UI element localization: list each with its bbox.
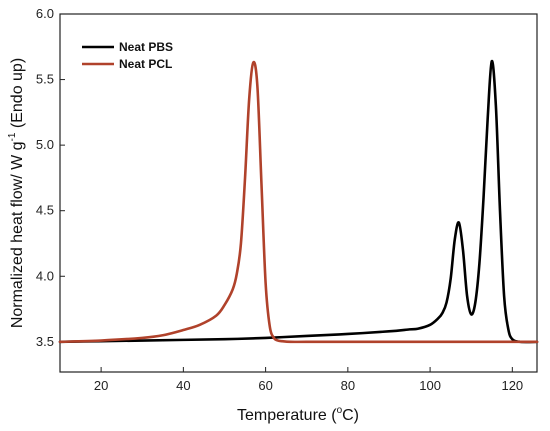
y-axis-ticks: 3.5 4.0 4.5 5.0 5.5 6.0 xyxy=(36,6,65,349)
legend: Neat PBS Neat PCL xyxy=(82,40,173,71)
y-axis-title: Normalized heat flow/ W g-1 (Endo up) xyxy=(7,58,26,328)
x-axis-title-main: Temperature ( xyxy=(237,407,337,424)
x-tick-label: 120 xyxy=(501,378,523,393)
y-tick-label: 3.5 xyxy=(36,334,54,349)
y-tick-label: 5.0 xyxy=(36,137,54,152)
y-axis-title-end: (Endo up) xyxy=(9,58,26,133)
y-tick-label: 4.0 xyxy=(36,268,54,283)
x-tick-label: 60 xyxy=(258,378,272,393)
legend-label-neat-pcl: Neat PCL xyxy=(119,57,172,71)
y-tick-label: 4.5 xyxy=(36,203,54,218)
x-axis-ticks: 20 40 60 80 100 120 xyxy=(94,367,523,393)
x-tick-label: 20 xyxy=(94,378,108,393)
series-line-neat-pbs xyxy=(58,59,539,344)
plot-frame xyxy=(59,13,538,373)
x-tick-label: 40 xyxy=(176,378,190,393)
series-line-neat-pcl xyxy=(58,60,539,344)
y-axis-title-main: Normalized heat flow/ W g xyxy=(9,141,26,328)
x-tick-label: 100 xyxy=(419,378,441,393)
y-tick-label: 5.5 xyxy=(36,72,54,87)
y-tick-label: 6.0 xyxy=(36,6,54,21)
x-axis-title: Temperature (oC) xyxy=(237,405,359,424)
y-axis-title-sup: -1 xyxy=(7,132,18,141)
series-layer xyxy=(58,59,539,344)
legend-label-neat-pbs: Neat PBS xyxy=(119,40,173,54)
x-axis-title-end: C) xyxy=(342,407,359,424)
x-tick-label: 80 xyxy=(341,378,355,393)
x-axis-title-sup: o xyxy=(337,405,343,416)
